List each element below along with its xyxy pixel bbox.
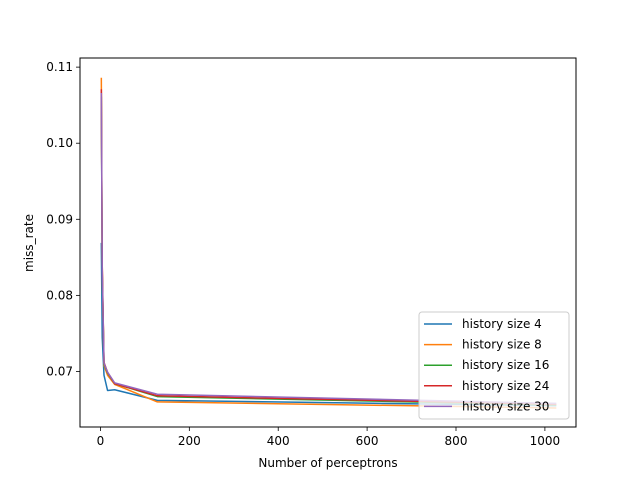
- y-axis-label: miss_rate: [22, 214, 36, 272]
- legend-label-0: history size 4: [462, 317, 542, 331]
- plot-frame: [79, 57, 577, 428]
- legend-label-3: history size 24: [462, 379, 549, 393]
- y-tick-label: 0.09: [46, 212, 73, 226]
- x-axis-label: Number of perceptrons: [258, 456, 397, 470]
- x-tick-label: 1000: [530, 434, 561, 448]
- legend-label-2: history size 16: [462, 358, 549, 372]
- y-tick-label: 0.07: [46, 364, 73, 378]
- series-line-4: [100, 93, 557, 405]
- legend: history size 4 history size 8 history size…: [418, 311, 570, 420]
- legend-entries: history size 4 history size 8 history size…: [424, 317, 549, 413]
- x-tick-label: 400: [267, 434, 290, 448]
- y-tick-label: 0.08: [46, 288, 73, 302]
- x-tick-label: 800: [445, 434, 468, 448]
- y-tick-label: 0.11: [46, 60, 73, 74]
- series-line-0: [100, 242, 557, 407]
- legend-label-1: history size 8: [462, 338, 542, 352]
- x-tick-label: 600: [356, 434, 379, 448]
- x-tick-label: 0: [97, 434, 105, 448]
- y-tick-label: 0.10: [46, 136, 73, 150]
- x-tick-label: 200: [178, 434, 201, 448]
- ticks-layer: 0 200 400 600 800 1000 0.07 0.08 0.09 0.10 0.11: [46, 60, 560, 448]
- legend-frame: [418, 311, 570, 420]
- legend-label-4: history size 30: [462, 399, 549, 413]
- lines-layer: [100, 77, 557, 409]
